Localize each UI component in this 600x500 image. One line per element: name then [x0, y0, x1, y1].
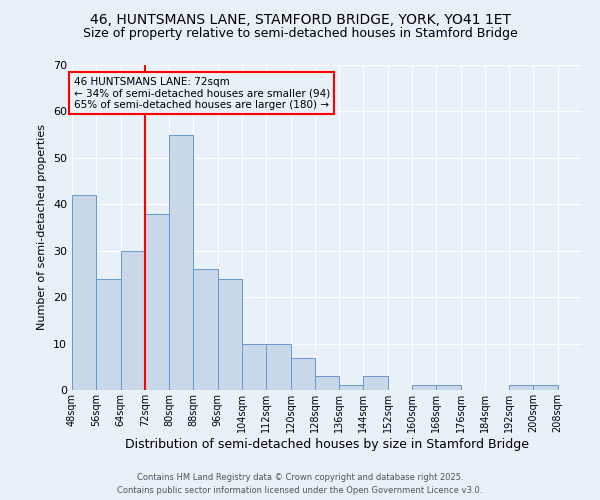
- Bar: [339, 386, 364, 390]
- Bar: [242, 344, 266, 390]
- Bar: [96, 278, 121, 390]
- Bar: [72, 195, 96, 390]
- Bar: [533, 386, 558, 390]
- Y-axis label: Number of semi-detached properties: Number of semi-detached properties: [37, 124, 47, 330]
- Text: Contains HM Land Registry data © Crown copyright and database right 2025.
Contai: Contains HM Land Registry data © Crown c…: [118, 474, 482, 495]
- X-axis label: Distribution of semi-detached houses by size in Stamford Bridge: Distribution of semi-detached houses by …: [125, 438, 529, 450]
- Bar: [509, 386, 533, 390]
- Text: 46 HUNTSMANS LANE: 72sqm
← 34% of semi-detached houses are smaller (94)
65% of s: 46 HUNTSMANS LANE: 72sqm ← 34% of semi-d…: [74, 76, 330, 110]
- Bar: [218, 278, 242, 390]
- Bar: [290, 358, 315, 390]
- Bar: [169, 134, 193, 390]
- Bar: [266, 344, 290, 390]
- Bar: [436, 386, 461, 390]
- Bar: [145, 214, 169, 390]
- Bar: [364, 376, 388, 390]
- Bar: [121, 250, 145, 390]
- Bar: [412, 386, 436, 390]
- Text: Size of property relative to semi-detached houses in Stamford Bridge: Size of property relative to semi-detach…: [83, 28, 517, 40]
- Text: 46, HUNTSMANS LANE, STAMFORD BRIDGE, YORK, YO41 1ET: 46, HUNTSMANS LANE, STAMFORD BRIDGE, YOR…: [89, 12, 511, 26]
- Bar: [193, 270, 218, 390]
- Bar: [315, 376, 339, 390]
